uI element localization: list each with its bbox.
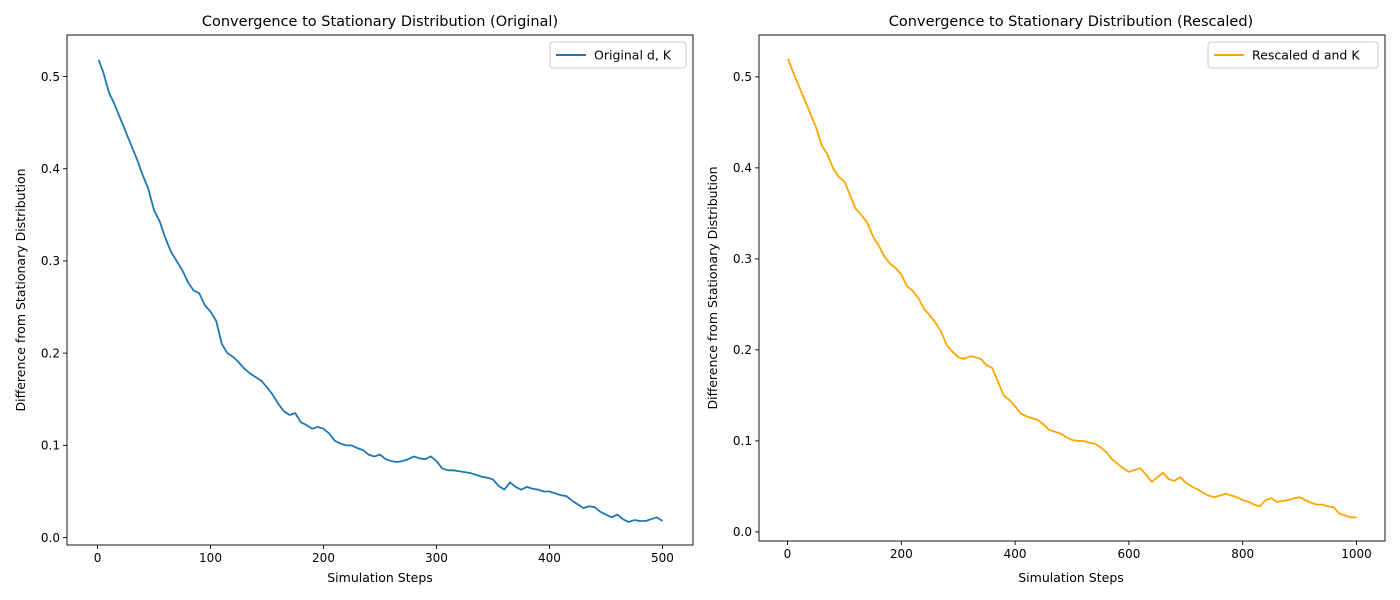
y-tick-label: 0.5 <box>733 70 752 84</box>
series-line-original <box>97 59 663 523</box>
series-line-rescaled <box>787 58 1357 519</box>
chart-title: Convergence to Stationary Distribution (… <box>202 14 558 30</box>
x-tick-label: 1000 <box>1341 547 1372 561</box>
legend: Rescaled d and K <box>1207 41 1379 69</box>
tick-layer: 0 200 400 600 800 1000 0.0 0.1 0.2 0.3 0.4 0.5 <box>733 70 1372 561</box>
y-tick-label: 0.4 <box>733 161 752 175</box>
x-tick-label: 400 <box>1004 547 1027 561</box>
x-tick-label: 400 <box>538 551 561 565</box>
legend-label: Rescaled d and K <box>1252 48 1360 63</box>
y-tick-label: 0.2 <box>41 346 60 360</box>
x-axis-label: Simulation Steps <box>1018 570 1124 585</box>
y-tick-label: 0.1 <box>733 434 752 448</box>
legend: Original d, K <box>549 41 687 69</box>
plot-frame <box>66 34 694 546</box>
y-tick-label: 0.4 <box>41 162 60 176</box>
chart-title: Convergence to Stationary Distribution (… <box>889 14 1253 30</box>
legend-box <box>549 41 687 69</box>
y-axis-label: Difference from Stationary Distribution <box>705 166 720 409</box>
legend-label: Original d, K <box>594 48 672 63</box>
y-tick-label: 0.3 <box>41 254 60 268</box>
x-tick-label: 100 <box>199 551 222 565</box>
x-axis-label: Simulation Steps <box>327 570 433 585</box>
legend-box <box>1207 41 1379 69</box>
x-tick-label: 600 <box>1117 547 1140 561</box>
plot-frame <box>758 34 1386 542</box>
y-tick-label: 0.3 <box>733 252 752 266</box>
x-tick-label: 500 <box>651 551 674 565</box>
x-tick-label: 200 <box>890 547 913 561</box>
tick-layer: 0 100 200 300 400 500 0.0 0.1 0.2 0.3 0.4 0.5 <box>41 70 674 565</box>
x-tick-label: 300 <box>425 551 448 565</box>
x-tick-label: 200 <box>312 551 335 565</box>
x-tick-label: 0 <box>784 547 792 561</box>
y-axis-label: Difference from Stationary Distribution <box>13 168 28 411</box>
x-tick-label: 800 <box>1231 547 1254 561</box>
y-tick-label: 0.1 <box>41 439 60 453</box>
rescaled-chart-panel: Convergence to Stationary Distribution (… <box>705 14 1386 585</box>
y-tick-label: 0.2 <box>733 343 752 357</box>
original-chart-panel: Convergence to Stationary Distribution (… <box>13 14 694 585</box>
y-tick-label: 0.0 <box>41 531 60 545</box>
y-tick-label: 0.0 <box>733 525 752 539</box>
y-tick-label: 0.5 <box>41 70 60 84</box>
x-tick-label: 0 <box>94 551 102 565</box>
